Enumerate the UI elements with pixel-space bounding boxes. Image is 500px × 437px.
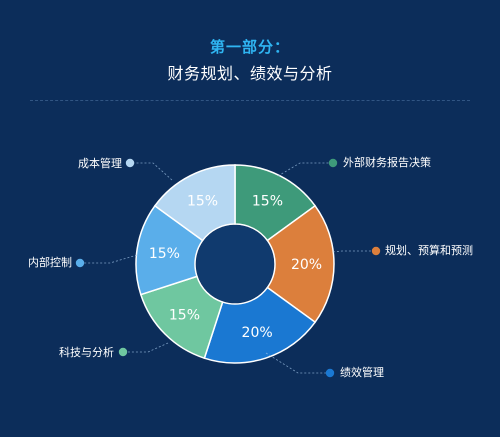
slice-1 (266, 204, 335, 324)
legend-label-4: 内部控制 (28, 256, 72, 269)
legend-label-1: 规划、预算和预测 (385, 244, 473, 257)
legend-dot-2 (325, 368, 335, 378)
slice-value-1: 20% (291, 257, 322, 273)
leader-line-4 (80, 254, 138, 264)
legend-dot-4 (75, 258, 85, 268)
slice-2 (203, 286, 317, 364)
slice-value-0: 15% (252, 193, 283, 209)
leader-line-0 (277, 162, 333, 177)
slice-5 (153, 164, 236, 242)
legend-dot-3 (118, 347, 128, 357)
leader-line-2 (265, 352, 330, 374)
section-subtitle: 财务规划、绩效与分析 (167, 64, 333, 83)
slice-value-3: 15% (169, 308, 200, 324)
leader-line-3 (123, 342, 169, 353)
slice-value-2: 20% (242, 325, 273, 341)
legend-dot-5 (125, 158, 135, 168)
header-divider (30, 100, 470, 101)
leader-line-1 (332, 250, 376, 253)
legend-label-3: 科技与分析 (59, 346, 114, 359)
donut-center (196, 225, 274, 303)
legend-label-5: 成本管理 (78, 157, 122, 170)
leader-line-5 (130, 162, 173, 181)
legend-dot-0 (328, 158, 338, 168)
slice-value-4: 15% (149, 246, 180, 262)
legend-dot-1 (371, 246, 381, 256)
legend-label-0: 外部财务报告决策 (343, 156, 431, 169)
legend-label-2: 绩效管理 (340, 366, 384, 379)
section-title: 第一部分： (209, 38, 290, 56)
slice-value-5: 15% (187, 193, 218, 209)
